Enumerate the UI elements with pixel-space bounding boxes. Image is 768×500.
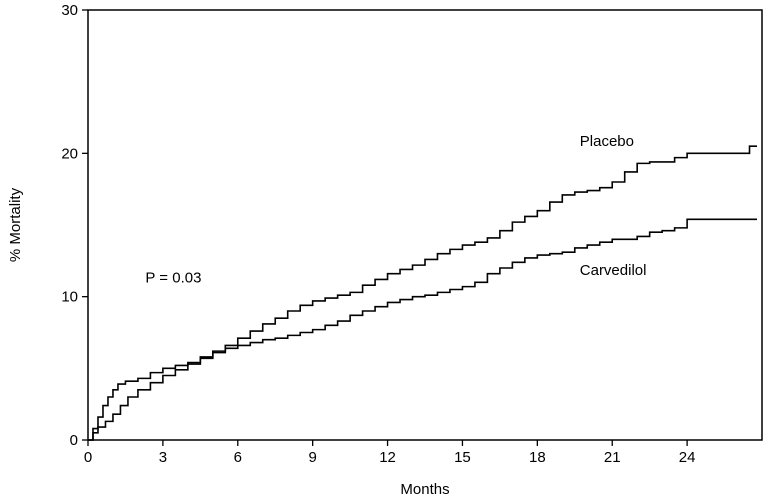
x-tick-label: 12 bbox=[379, 449, 396, 466]
y-tick-label: 0 bbox=[70, 432, 78, 449]
x-tick-label: 15 bbox=[454, 449, 471, 466]
series-layer bbox=[88, 145, 758, 441]
x-axis-title: Months bbox=[400, 481, 449, 498]
series-line-carvedilol bbox=[88, 218, 758, 441]
x-tick-label: 24 bbox=[679, 449, 696, 466]
plot-border bbox=[87, 9, 763, 441]
annotation-placebo: Placebo bbox=[580, 133, 634, 150]
y-tick-label: 20 bbox=[61, 145, 78, 162]
y-axis-ticks: 0 10 20 30 bbox=[61, 2, 88, 449]
x-tick-label: 6 bbox=[234, 449, 242, 466]
series-line-placebo bbox=[88, 145, 758, 441]
x-tick-label: 0 bbox=[84, 449, 92, 466]
annotation-carvedilol: Carvedilol bbox=[580, 262, 647, 279]
annotations: P = 0.03 Placebo Carvedilol bbox=[145, 133, 646, 286]
y-tick-label: 30 bbox=[61, 2, 78, 19]
x-tick-label: 9 bbox=[308, 449, 316, 466]
x-axis-ticks: 0 3 6 9 12 15 18 21 24 bbox=[84, 440, 696, 466]
x-tick-label: 18 bbox=[529, 449, 546, 466]
y-tick-label: 10 bbox=[61, 289, 78, 306]
x-tick-label: 21 bbox=[604, 449, 621, 466]
annotation-p-0-03: P = 0.03 bbox=[145, 269, 201, 286]
plot-frame bbox=[87, 9, 763, 441]
y-axis-title: % Mortality bbox=[7, 187, 24, 262]
x-tick-label: 3 bbox=[159, 449, 167, 466]
